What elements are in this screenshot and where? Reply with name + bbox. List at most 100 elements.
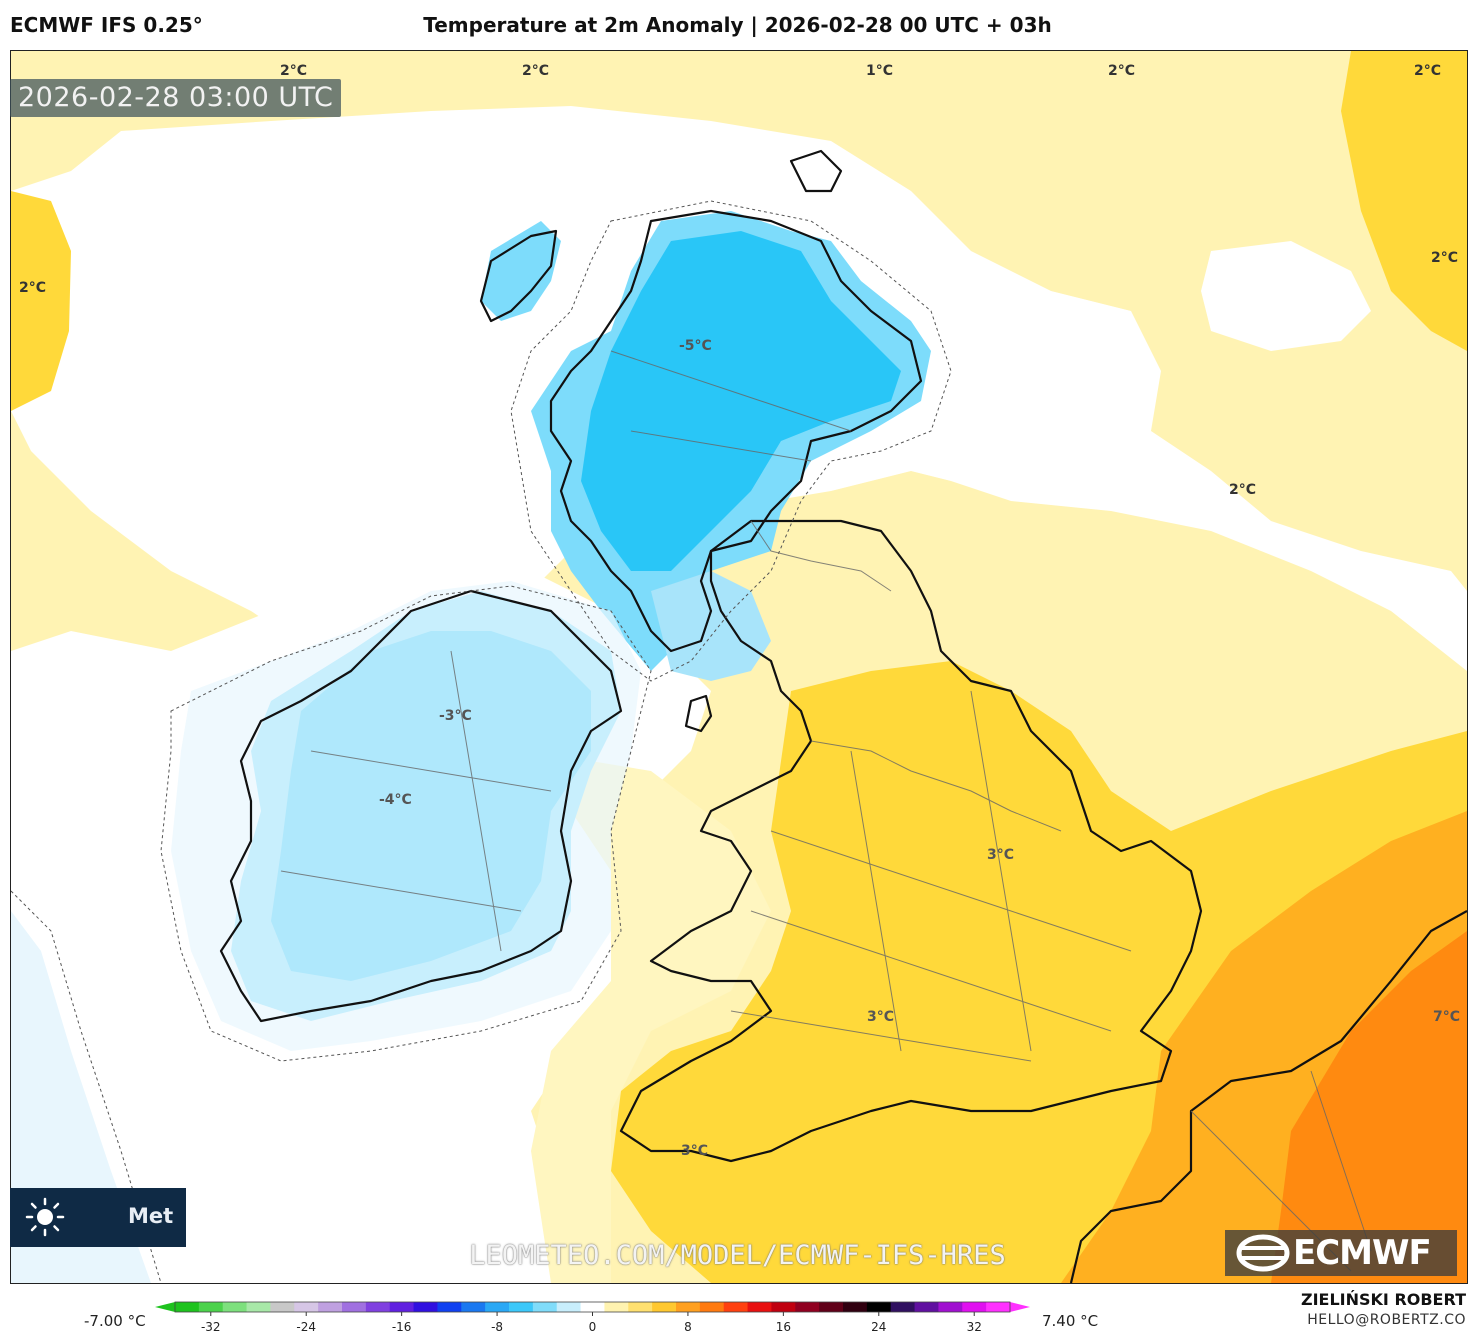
colorbar-tick-label: -24 [296,1320,316,1334]
coastlines [219,149,1467,1283]
colorbar-min-label: -7.00 °C [84,1312,146,1330]
colorbar-swatch [723,1302,749,1312]
valid-time-badge: 2026-02-28 03:00 UTC [10,79,342,117]
colorbar-swatch [389,1302,415,1312]
colorbar-tick-label: -32 [201,1320,221,1334]
ireland-faint-cold-halo [171,581,641,1051]
anomaly-map: 2°C 2°C 1°C 2°C 2°C 2°C 2°C 2°C -5°C -3°… [10,50,1468,1284]
colorbar-tick-label: -16 [392,1320,412,1334]
zero-contour-scotland [510,200,952,682]
colorbar-swatch [604,1302,629,1312]
scotland-core-cold-anomaly [581,231,901,571]
colorbar-min-arrow [155,1302,175,1312]
colorbar-swatch [771,1302,796,1312]
colorbar-swatch [318,1302,343,1312]
isotherm-label: 2°C [19,280,47,296]
colorbar-swatch [198,1302,224,1312]
colorbar: -32 -24 -16 -8 0 8 16 24 32 [155,1301,1030,1334]
author-name: ZIELIŃSKI ROBERT [1300,1290,1466,1309]
colorbar-swatch [294,1302,319,1312]
isotherm-label: -3°C [439,708,472,724]
white-anomaly-zone-ne [1201,241,1371,351]
colorbar-max-arrow [1010,1302,1030,1312]
colorbar-max-label: 7.40 °C [1042,1312,1099,1330]
isle-of-man-coastline [684,694,713,733]
boundary-line [750,910,1112,1032]
meteo-brand-label: Met [128,1204,174,1228]
boundary-line [630,430,812,462]
colorbar-swatch [532,1302,558,1312]
isotherm-label: 2°C [1414,63,1442,79]
isotherm-label: 1°C [866,63,894,79]
isotherm-label: 2°C [1108,63,1136,79]
isotherm-label: 3°C [987,847,1015,863]
colorbar-swatch [914,1302,939,1312]
isotherm-label: 2°C [280,63,308,79]
source-watermark: LEOMETEO.COM/MODEL/ECMWF-IFS-HRES [469,1240,1006,1271]
england-wales-coastline [619,519,1203,1163]
colorbar-swatch [676,1302,701,1312]
isotherm-label: -4°C [379,792,412,808]
colorbar-swatch [866,1302,892,1312]
isotherm-label: -5°C [679,338,712,354]
continent-coastline [1069,910,1467,1283]
colorbar-swatch [461,1302,486,1312]
boundary-line [970,690,1032,1052]
ireland-coastline [219,589,623,1023]
colorbar-swatch [437,1302,462,1312]
colorbar-swatch [270,1302,295,1312]
isotherm-label: 2°C [1229,482,1257,498]
colorbar-swatch [819,1302,844,1312]
map-canvas [11,51,1467,1283]
dark-orange-anomaly-zone-continent [1271,931,1467,1283]
colorbar-swatch [222,1302,248,1312]
colorbar-swatch [246,1302,271,1312]
isotherm-label: 3°C [867,1009,895,1025]
boundary-line [1310,1070,1372,1252]
colorbar-swatch [699,1302,725,1312]
boundary-line [310,750,552,792]
colorbar-swatch [652,1302,677,1312]
ecmwf-logo-box: ECMWF [1225,1230,1457,1276]
author-email: HELLO@ROBERTZ.CO [1307,1312,1466,1328]
outer-hebrides-coastline [479,229,558,323]
colorbar-swatch [342,1302,367,1312]
sun-icon [25,1197,65,1237]
scotland-sw-light-cold [651,571,771,681]
meteo-brand-box: Met [10,1188,186,1247]
isotherm-label: 3°C [681,1143,709,1159]
boundary-line [730,1010,1032,1062]
colorbar-swatch [556,1302,582,1312]
yellow-anomaly-zone-ne-edge [1341,51,1467,351]
map-title: Temperature at 2m Anomaly | 2026-02-28 0… [423,13,1052,37]
boundary-line [280,870,522,912]
colorbar-swatch [938,1302,963,1312]
light-yellow-western-sea [531,751,771,1283]
scotland-coastline [549,209,923,653]
colorbar-tick-label: 24 [871,1320,886,1334]
colorbar-border [174,1301,1011,1313]
boundary-line [770,830,1132,952]
zero-contour-ireland [160,585,652,1062]
colorbar-swatch [485,1302,510,1312]
zero-contour-west [11,890,162,1283]
colorbar-swatch [890,1302,916,1312]
colorbar-swatch [365,1302,391,1312]
colorbar-swatch [628,1302,653,1312]
colorbar-swatch [509,1302,534,1312]
isotherm-label: 2°C [1431,250,1459,266]
ecmwf-logo-icon [1236,1234,1290,1272]
colorbar-tick-label: -8 [491,1320,503,1334]
colorbar-swatch [413,1302,438,1312]
colorbar-swatch [580,1302,605,1312]
colorbar-swatch [986,1302,1011,1312]
colorbar-swatch [795,1302,820,1312]
colorbar-tick-label: 0 [589,1320,597,1334]
isotherm-label: 7°C [1433,1009,1461,1025]
colorbar-swatch [843,1302,868,1312]
zero-contours [11,200,952,1283]
yellow-anomaly-zone-west-edge [11,191,71,411]
boundary-line [750,520,892,592]
boundary-line [450,650,502,952]
orkney-coastline [789,149,843,193]
